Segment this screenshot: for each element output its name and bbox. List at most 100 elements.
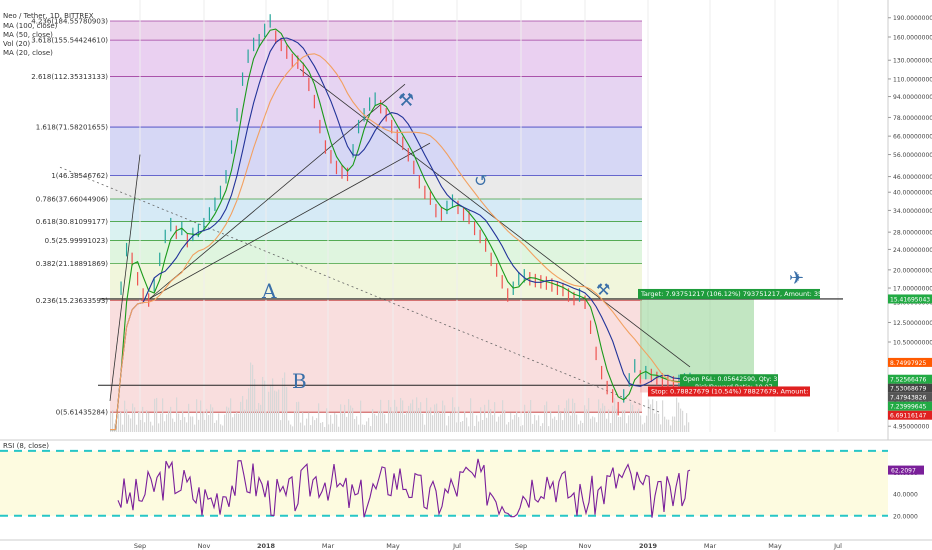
position-stop-label-box[interactable]	[648, 386, 810, 397]
time-tick-label[interactable]: Mar	[704, 542, 717, 550]
time-axis[interactable]: Sep Nov 2018 Mar May Jul Sep Nov 2019 Mar May Jul	[0, 539, 932, 550]
price-badge-label[interactable]: 7.23999645	[890, 404, 926, 411]
volume-bar	[612, 405, 614, 432]
price-tick-label[interactable]: 46.00000000	[893, 174, 932, 181]
price-tick-label[interactable]: 94.00000000	[893, 94, 932, 101]
price-badge[interactable]	[888, 374, 932, 384]
volume-bar	[456, 422, 458, 432]
rsi-value-badge[interactable]	[888, 465, 924, 475]
volume-bar	[606, 418, 608, 432]
price-badge-label[interactable]: 7.53068679	[890, 386, 926, 393]
price-axis[interactable]: 190.00000000 160.00000000 130.00000000 110.…	[887, 0, 932, 440]
trendline[interactable]	[149, 83, 406, 299]
position-target-label-box[interactable]	[638, 288, 820, 299]
price-tick-label[interactable]: 24.00000000	[893, 247, 932, 254]
annotation-a[interactable]: A	[261, 279, 277, 303]
price-badge[interactable]	[888, 357, 932, 367]
rsi-tick-label[interactable]: 40.0000	[893, 492, 918, 499]
time-tick-label[interactable]: Jul	[452, 542, 461, 550]
price-badge-label[interactable]: 7.47943826	[890, 395, 926, 402]
volume-bar	[616, 408, 618, 432]
indicator-ma20-label[interactable]: MA (20, close)	[3, 49, 53, 57]
volume-bar	[168, 410, 170, 432]
time-tick-label[interactable]: May	[768, 542, 782, 550]
volume-bar	[508, 422, 510, 432]
price-tick-label[interactable]: 40.00000000	[893, 190, 932, 197]
price-badge[interactable]	[888, 294, 932, 304]
price-badge-label[interactable]: 15.41695043	[890, 296, 930, 303]
price-badge-label[interactable]: 8.74997925	[890, 360, 926, 367]
volume-bar	[580, 420, 582, 432]
volume-bar	[130, 418, 132, 432]
rsi-value-label[interactable]: 62.2097	[891, 468, 916, 475]
price-tick-label[interactable]: 17.00000000	[893, 286, 932, 293]
price-tick-label[interactable]: 190.00000000	[893, 15, 932, 22]
price-tick-label[interactable]: 20.00000000	[893, 267, 932, 274]
price-badge-label[interactable]: 6.69116147	[890, 413, 926, 420]
time-tick-label[interactable]: Nov	[579, 542, 592, 550]
fib-level-label: 0.382(21.18891869)	[36, 260, 109, 268]
price-tick-label[interactable]: 78.00000000	[893, 115, 932, 122]
position-stop-label[interactable]: Stop: 0.78827679 (10.54%) 78827679, Amou…	[651, 387, 837, 395]
volume-bar	[182, 410, 184, 432]
price-badge[interactable]	[888, 392, 932, 402]
price-tick-label[interactable]: 4.95000000	[893, 424, 929, 431]
rsi-tick-label[interactable]: 20.0000	[893, 513, 918, 520]
volume-bar	[568, 398, 570, 432]
time-tick-label[interactable]: 2019	[639, 542, 658, 550]
indicator-ma50-label[interactable]: MA (50, close)	[3, 31, 53, 39]
time-tick-label[interactable]: Nov	[198, 542, 211, 550]
volume-bar	[270, 384, 272, 432]
trendline[interactable]	[149, 142, 431, 299]
price-badge-label[interactable]: 7.52566476	[890, 377, 926, 384]
dotted-trendline[interactable]	[59, 166, 661, 413]
refresh-icon[interactable]: ↺	[474, 171, 487, 190]
price-badge[interactable]	[888, 401, 932, 411]
time-tick-label[interactable]: 2018	[257, 542, 276, 550]
time-tick-label[interactable]: Jul	[833, 542, 842, 550]
price-tick-label[interactable]: 56.00000000	[893, 152, 932, 159]
position-target-label[interactable]: Target: 7.93751217 (106.12%) 793751217, …	[640, 290, 845, 298]
annotation-b[interactable]: B	[292, 369, 307, 393]
volume-bar	[432, 415, 434, 432]
volume-bar	[332, 423, 334, 432]
time-tick-label[interactable]: Sep	[134, 542, 146, 550]
volume-bar	[188, 403, 190, 432]
price-tick-label[interactable]: 160.00000000	[893, 34, 932, 41]
indicator-vol-label[interactable]: Vol (20)	[3, 40, 31, 48]
price-tick-label[interactable]: 130.00000000	[893, 58, 932, 65]
price-tick-label[interactable]: 28.00000000	[893, 230, 932, 237]
volume-bar	[444, 405, 446, 432]
volume-bar	[370, 426, 372, 432]
volume-bar	[658, 413, 660, 432]
hammer-icon[interactable]: ⚒	[398, 90, 414, 111]
volume-bar	[326, 408, 328, 432]
position-target-zone[interactable]	[640, 298, 754, 380]
volume-bar	[290, 424, 292, 432]
time-tick-label[interactable]: Sep	[515, 542, 527, 550]
price-tick-label[interactable]: 12.50000000	[893, 320, 932, 327]
price-tick-label[interactable]: 34.00000000	[893, 208, 932, 215]
volume-bar	[538, 415, 540, 432]
annotation-layer[interactable]: A B ⚒ ⚒ ↺ ✈Target: 7.93751217 (106.12%) 79375…	[261, 90, 845, 397]
time-tick-label[interactable]: Mar	[322, 542, 335, 550]
price-tick-label[interactable]: 10.50000000	[893, 339, 932, 346]
price-tick-label[interactable]: 66.00000000	[893, 134, 932, 141]
trendline[interactable]	[109, 154, 141, 402]
volume-bar	[430, 407, 432, 432]
price-badge[interactable]	[888, 410, 932, 420]
hammer-icon[interactable]: ⚒	[596, 280, 610, 299]
airplane-icon[interactable]: ✈	[789, 268, 804, 289]
indicator-ma100-label[interactable]: MA (100, close)	[3, 22, 58, 30]
volume-bar	[264, 380, 266, 432]
position-open-pl[interactable]: Open P&L: 0.05642590, Qty: 3172	[683, 376, 789, 383]
volume-bar	[170, 406, 172, 432]
volume-bar	[278, 389, 280, 432]
volume-bar	[476, 415, 478, 432]
price-badge[interactable]	[888, 383, 932, 393]
price-tick-label[interactable]: 110.00000000	[893, 76, 932, 83]
rsi-label[interactable]: RSI (8, close)	[3, 442, 49, 450]
time-tick-label[interactable]: May	[386, 542, 400, 550]
